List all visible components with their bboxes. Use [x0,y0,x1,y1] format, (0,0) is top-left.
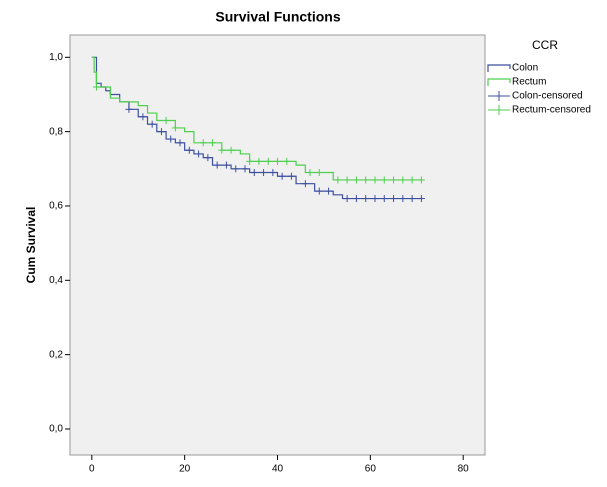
censored-mark [241,165,249,173]
censored-mark [417,176,425,184]
censored-mark [301,180,309,188]
censored-mark [417,195,425,203]
censored-mark [371,195,379,203]
censored-mark [227,146,235,154]
censored-mark [399,195,407,203]
y-tick-label: 0,4 [49,275,63,286]
censored-mark [92,83,100,91]
censored-mark [213,161,221,169]
censored-mark [283,157,291,165]
censored-mark [209,139,217,147]
censored-mark [380,195,388,203]
censored-mark [390,195,398,203]
legend-icon [487,78,511,86]
censored-mark [278,172,286,180]
censored-mark [157,128,165,136]
legend-label: Rectum-censored [512,105,591,116]
plot-area [69,34,486,456]
y-tick-label: 0,6 [49,201,63,212]
censored-mark [162,116,170,124]
y-tick-label: 1,0 [49,52,63,63]
censored-mark [362,176,370,184]
x-tick-label: 40 [272,464,284,475]
censored-mark [380,176,388,184]
censored-mark [325,187,333,195]
censored-mark [315,169,323,177]
censored-mark [260,169,268,177]
legend-icon [487,64,511,72]
censored-mark [287,172,295,180]
censored-mark [264,157,272,165]
x-tick-label: 20 [179,464,191,475]
x-tick-label: 80 [458,464,470,475]
censored-mark [371,176,379,184]
censored-mark [362,195,370,203]
censored-mark [171,124,179,132]
chart-title: Survival Functions [215,9,340,25]
x-tick-label: 0 [89,464,95,475]
censored-mark [343,195,351,203]
y-tick-label: 0,2 [49,349,63,360]
censored-mark [232,165,240,173]
censored-mark [352,195,360,203]
censored-mark [352,176,360,184]
censored-mark [167,135,175,143]
survival-line [91,56,422,181]
censored-mark [185,146,193,154]
censored-mark [399,176,407,184]
legend-label: Colon [512,63,538,74]
censored-mark [176,139,184,147]
censored-mark [315,187,323,195]
censored-mark [125,105,133,113]
censored-mark [195,150,203,158]
censored-mark [199,139,207,147]
y-tick-label: 0,0 [49,424,63,435]
censored-mark [269,169,277,177]
legend-label: Rectum [512,77,546,88]
censored-mark [408,176,416,184]
x-tick-label: 60 [365,464,377,475]
censored-mark [222,161,230,169]
censored-mark [204,154,212,162]
censored-mark [334,176,342,184]
y-tick-label: 0,8 [49,126,63,137]
censored-mark [408,195,416,203]
censored-mark [246,157,254,165]
legend-title: CCR [532,38,558,52]
censored-mark [148,120,156,128]
censored-mark [343,176,351,184]
censored-mark [274,157,281,165]
censored-mark [218,146,226,154]
censored-mark [250,169,258,177]
y-axis-label: Cum Survival [24,207,38,284]
legend-label: Colon-censored [512,91,583,102]
censored-mark [139,113,147,121]
censored-mark [255,157,263,165]
censored-mark [306,169,314,177]
censored-mark [390,176,398,184]
